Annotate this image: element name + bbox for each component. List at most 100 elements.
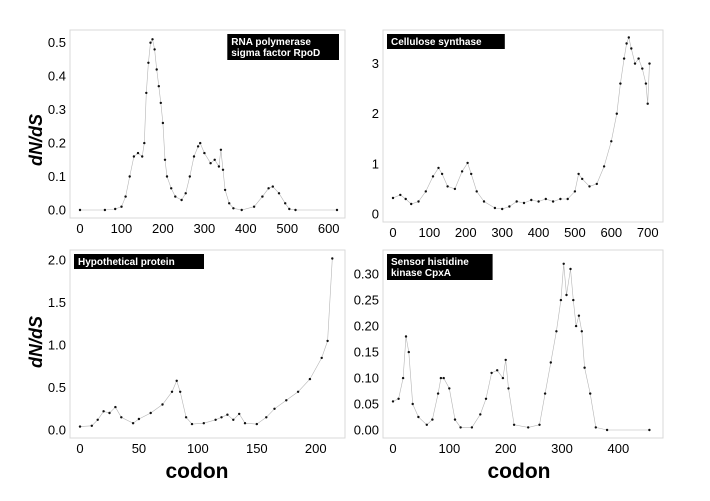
y-tick-label: 0.2 <box>48 136 66 151</box>
data-point <box>78 425 82 428</box>
x-tick-label: 150 <box>246 441 268 456</box>
data-point <box>637 57 640 60</box>
data-point <box>410 202 413 206</box>
data-point <box>551 200 555 203</box>
x-tick-label: 100 <box>438 441 460 456</box>
data-point <box>273 407 276 410</box>
data-point <box>128 175 131 178</box>
data-point <box>595 182 598 186</box>
panel-title-line: kinase CpxA <box>391 268 451 279</box>
y-tick-label: 2 <box>372 106 379 121</box>
data-point <box>544 197 547 201</box>
y-tick-label: 0.00 <box>354 423 379 438</box>
data-point <box>184 416 188 419</box>
data-point <box>431 175 435 178</box>
x-tick-label: 100 <box>111 221 133 236</box>
data-point <box>625 42 628 45</box>
data-point <box>627 36 630 39</box>
data-point <box>151 38 154 41</box>
data-point <box>326 339 329 343</box>
x-tick-label: 700 <box>637 225 659 240</box>
data-point <box>439 376 443 380</box>
y-tick-label: 0.0 <box>48 203 66 218</box>
data-point <box>562 262 565 265</box>
data-point <box>114 405 117 409</box>
y-tick-label: 0.20 <box>354 319 379 334</box>
data-point <box>512 423 516 426</box>
data-point <box>226 413 229 416</box>
label-background <box>387 254 493 280</box>
data-point <box>588 185 591 188</box>
data-point <box>589 392 592 395</box>
data-point <box>543 392 547 395</box>
chart-panel-1: 0.0 0.1 0.2 0.3 0.4 0.5 0 100 200 300 400 500 600 RNA… <box>48 29 346 236</box>
data-point <box>453 187 457 191</box>
y-tick-label: 0.5 <box>48 380 66 395</box>
data-point <box>453 418 457 421</box>
data-point <box>265 416 268 419</box>
data-point <box>537 200 540 203</box>
panel-title-label: Hypothetical protein <box>74 254 204 269</box>
x-tick-label: 50 <box>132 441 146 456</box>
data-point <box>399 193 402 197</box>
x-tick-label: 0 <box>389 225 396 240</box>
panel-title-line: Cellulose synthase <box>391 37 482 48</box>
data-point <box>466 161 469 165</box>
y-tick-label: 2.0 <box>48 253 66 268</box>
data-point <box>223 188 227 192</box>
label-background <box>227 34 339 60</box>
y-tick-label: 0.5 <box>48 35 66 50</box>
data-point <box>501 207 504 211</box>
data-point <box>566 197 569 201</box>
x-tick-label: 200 <box>455 225 477 240</box>
y-tick-label: 0.0 <box>48 423 66 438</box>
x-tick-label: 400 <box>528 225 550 240</box>
data-point <box>448 387 451 390</box>
data-point <box>255 422 258 426</box>
y-tick-label: 0.4 <box>48 69 66 84</box>
panel-frame <box>382 249 664 439</box>
y-axis-label-top: dN/dS <box>26 114 46 166</box>
data-point <box>501 376 505 380</box>
data-point <box>581 177 584 181</box>
data-point <box>565 293 568 297</box>
data-point <box>577 314 581 317</box>
x-tick-label: 500 <box>564 225 586 240</box>
data-point <box>646 102 649 105</box>
data-point <box>288 207 291 211</box>
data-point <box>470 172 473 176</box>
x-tick-label: 600 <box>600 225 622 240</box>
data-point <box>630 47 633 50</box>
data-point <box>404 335 408 338</box>
data-point <box>179 390 182 393</box>
data-point <box>267 187 270 190</box>
y-tick-label: 0.1 <box>48 169 66 184</box>
data-point <box>496 369 499 372</box>
data-point <box>131 422 135 425</box>
data-point <box>232 418 235 421</box>
data-point <box>644 82 648 85</box>
data-point <box>493 206 497 210</box>
data-point <box>442 376 445 380</box>
data-point <box>424 190 427 193</box>
data-point <box>296 390 300 393</box>
data-point <box>120 416 123 419</box>
panel-title-line: Hypothetical protein <box>78 257 175 268</box>
data-point <box>431 418 434 421</box>
data-point <box>163 158 167 161</box>
data-point <box>147 61 150 64</box>
data-point <box>284 202 287 205</box>
data-point <box>143 141 146 145</box>
data-point <box>574 324 578 328</box>
data-point <box>157 85 160 88</box>
data-point <box>404 197 407 201</box>
data-point <box>240 208 243 212</box>
data-point <box>217 165 221 168</box>
data-point <box>559 197 562 201</box>
data-point <box>155 68 158 71</box>
label-background <box>74 254 204 269</box>
panel-title-line: sigma factor RpoD <box>231 48 320 59</box>
x-tick-label: 400 <box>235 221 257 236</box>
data-point <box>165 175 169 178</box>
